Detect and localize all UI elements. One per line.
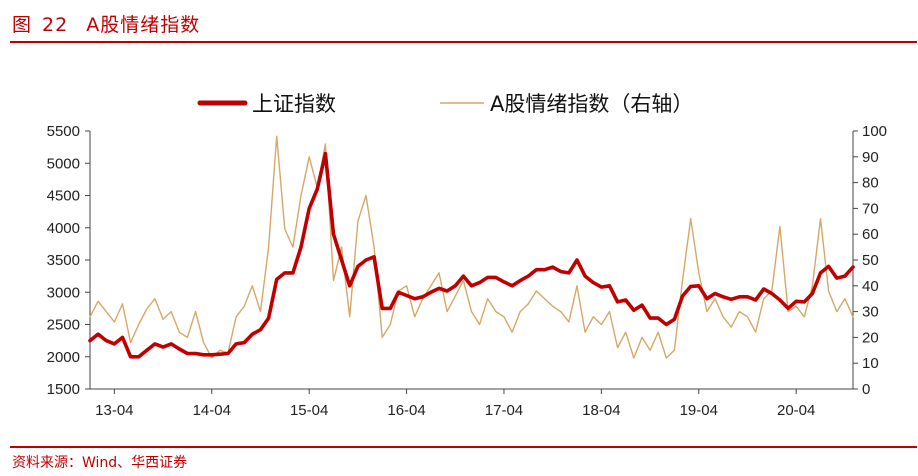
figure-label: 图 <box>12 14 33 36</box>
right-tick-label: 20 <box>862 329 879 346</box>
right-tick-label: 60 <box>862 226 879 243</box>
x-tick-label: 15-04 <box>290 402 328 419</box>
figure-title: 图 22 A股情绪指数 <box>12 10 200 37</box>
figure-title-text: A股情绪指数 <box>86 14 201 36</box>
left-tick-label: 4500 <box>47 188 80 205</box>
line-chart: 1500 2000 2500 3000 3500 4000 4500 5000 5500 0 10 2… <box>47 92 887 419</box>
left-tick-label: 4000 <box>47 220 80 237</box>
left-tick-label: 5500 <box>47 123 80 140</box>
x-tick-label: 19-04 <box>680 402 718 419</box>
right-tick-label: 30 <box>862 304 879 321</box>
right-tick-label: 100 <box>862 123 887 140</box>
x-tick-label: 14-04 <box>193 402 231 419</box>
left-tick-label: 3000 <box>47 284 80 301</box>
x-tick-label: 16-04 <box>387 402 425 419</box>
right-tick-label: 70 <box>862 200 879 217</box>
left-tick-label: 2500 <box>47 317 80 334</box>
left-tick-label: 1500 <box>47 381 80 398</box>
x-tick-label: 18-04 <box>582 402 620 419</box>
title-divider <box>10 41 917 43</box>
left-tick-label: 2000 <box>47 349 80 366</box>
source-note: 资料来源：Wind、华西证券 <box>12 455 188 471</box>
right-tick-label: 50 <box>862 252 879 269</box>
right-tick-label: 10 <box>862 355 879 372</box>
x-tick-label: 13-04 <box>95 402 133 419</box>
series-line-sentiment <box>89 135 854 359</box>
chart-series <box>88 135 855 359</box>
series-line-shanghai <box>88 151 855 359</box>
left-tick-label: 5000 <box>47 155 80 172</box>
x-tick-label: 17-04 <box>485 402 523 419</box>
right-tick-label: 0 <box>862 381 870 398</box>
right-tick-label: 40 <box>862 278 879 295</box>
right-tick-label: 80 <box>862 175 879 192</box>
chart-axes: 1500 2000 2500 3000 3500 4000 4500 5000 5500 0 10 2… <box>47 123 887 419</box>
source-divider <box>10 446 917 448</box>
legend-label-sentiment: A股情绪指数（右轴） <box>490 92 693 116</box>
chart-legend: 上证指数 A股情绪指数（右轴） <box>197 92 693 116</box>
left-tick-label: 3500 <box>47 252 80 269</box>
legend-label-shanghai: 上证指数 <box>252 92 336 116</box>
right-tick-label: 90 <box>862 149 879 166</box>
x-tick-label: 20-04 <box>777 402 815 419</box>
figure-number: 22 <box>42 14 69 36</box>
